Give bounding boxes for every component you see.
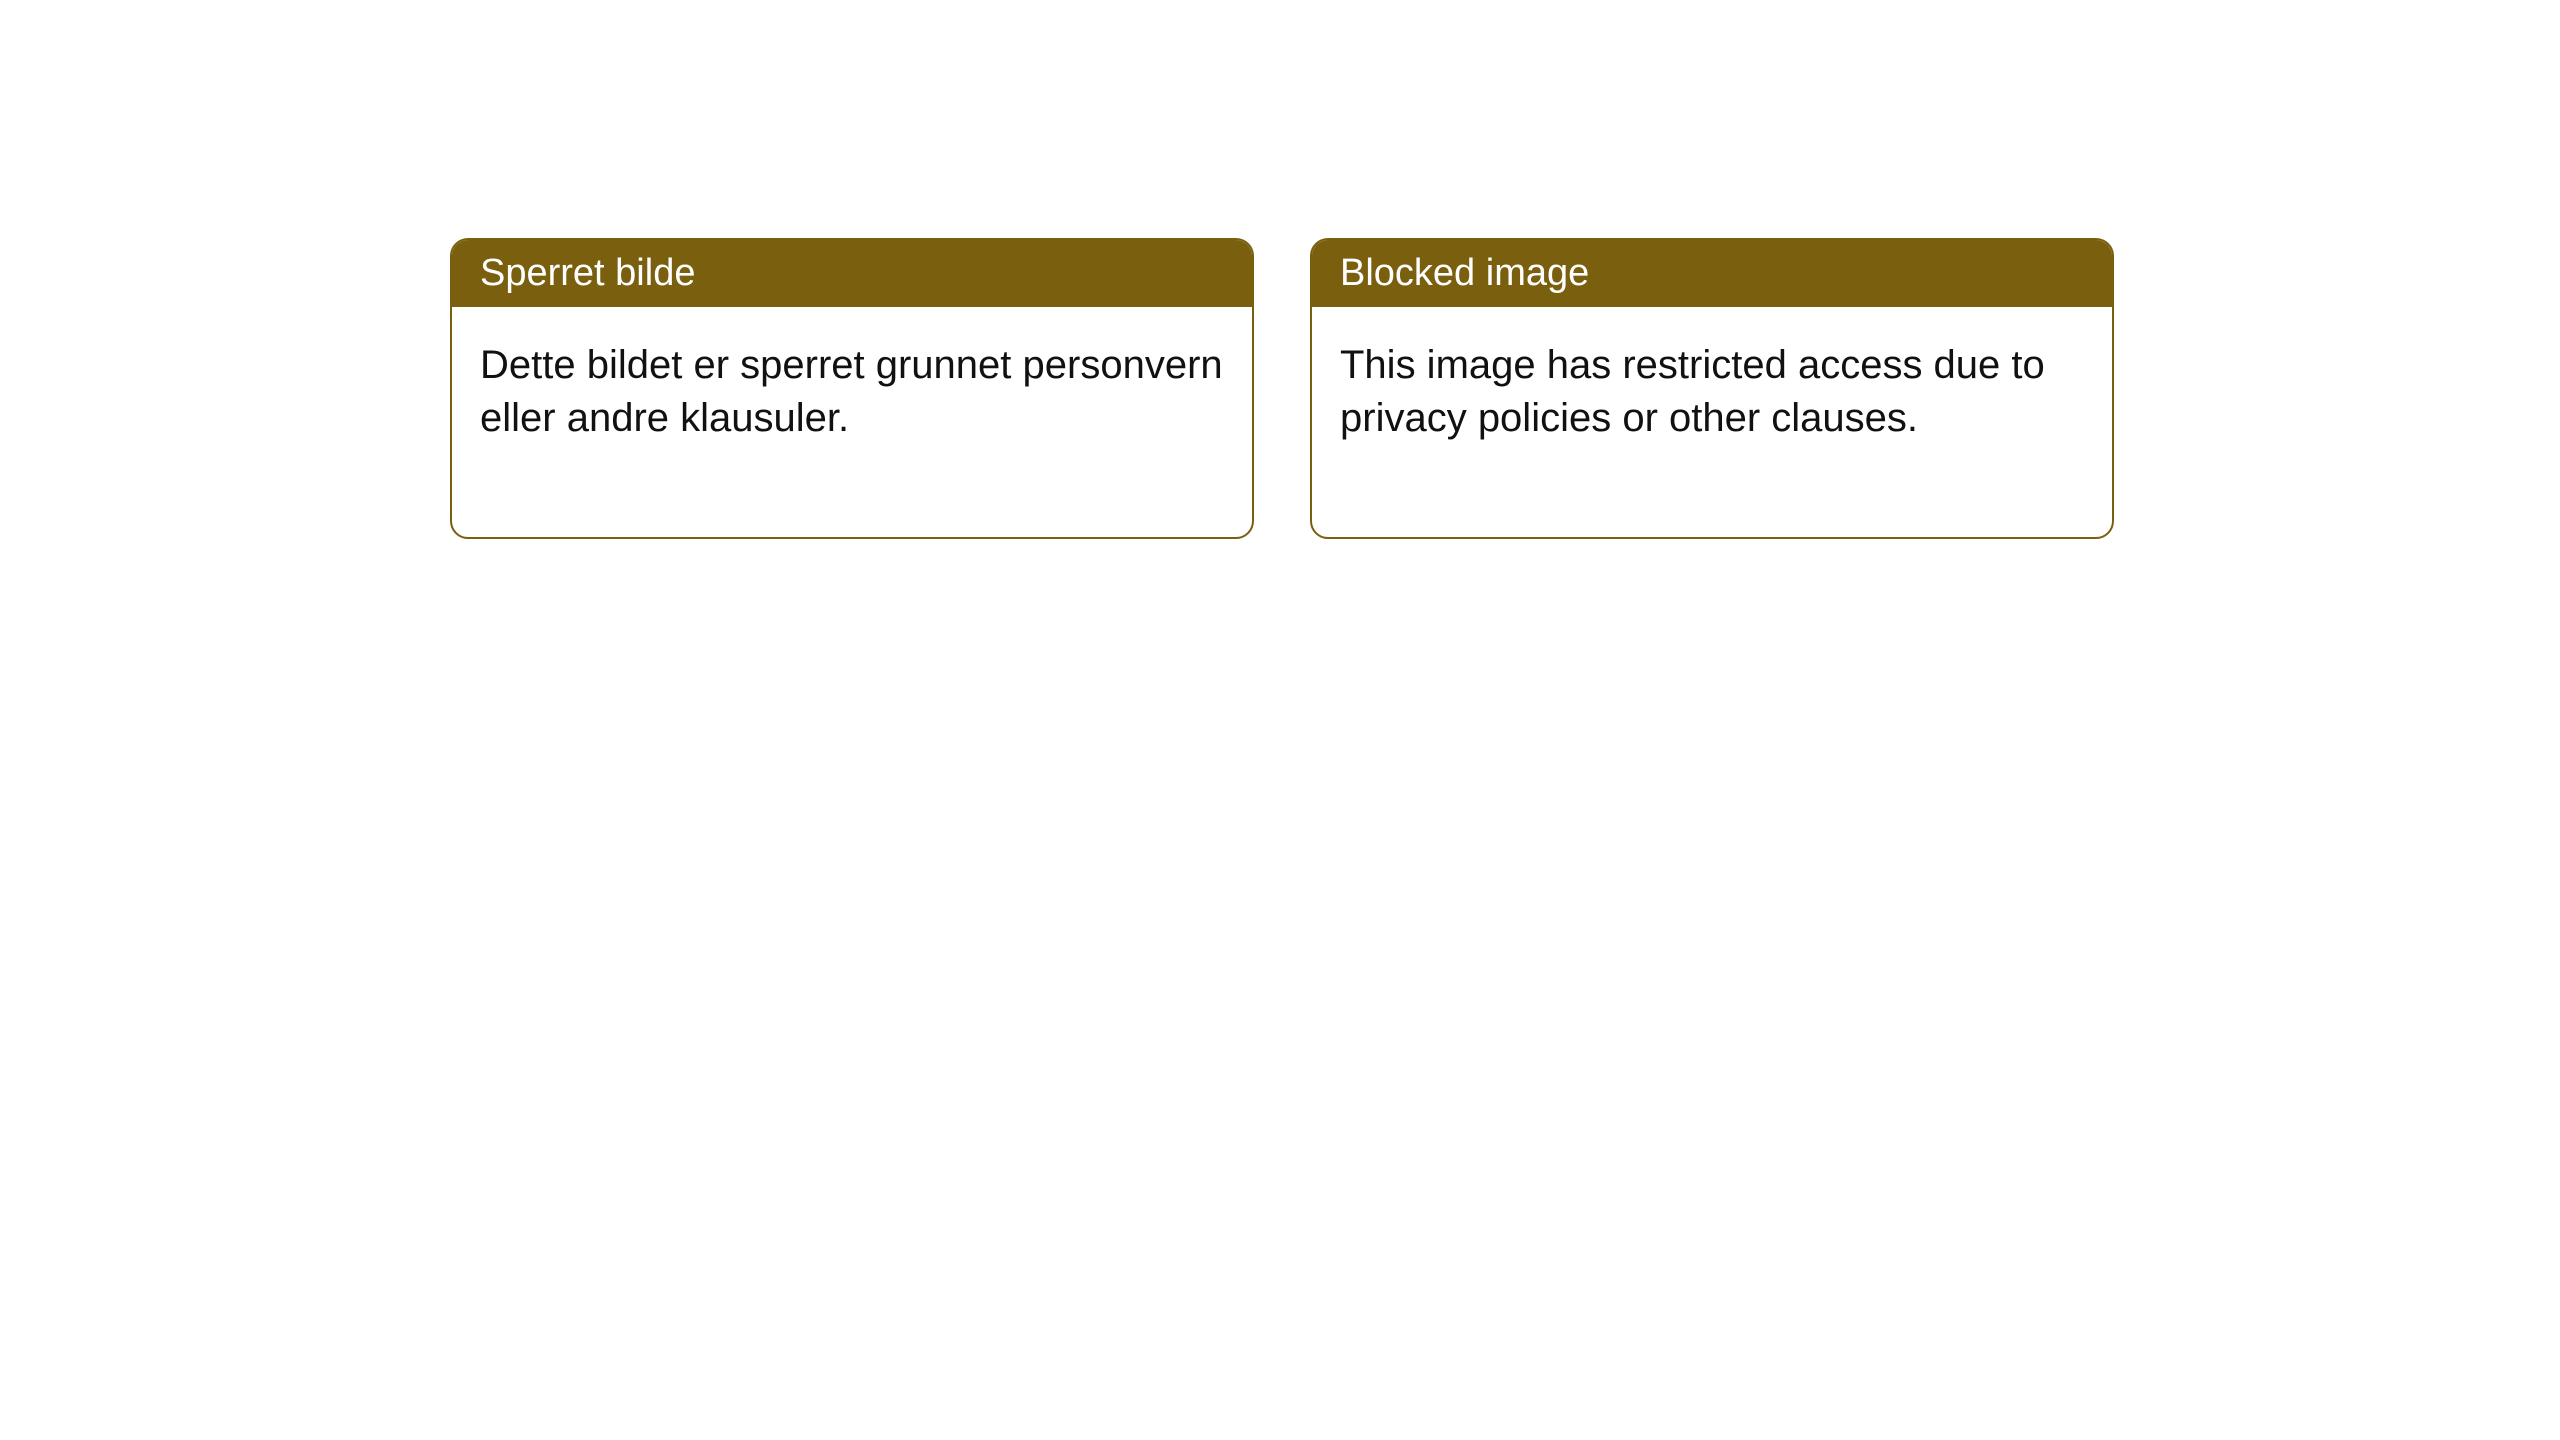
notice-card-body-no: Dette bildet er sperret grunnet personve…: [452, 307, 1252, 537]
notice-card-title-no: Sperret bilde: [452, 240, 1252, 307]
notice-card-title-en: Blocked image: [1312, 240, 2112, 307]
notice-card-en: Blocked image This image has restricted …: [1310, 238, 2114, 539]
notice-card-no: Sperret bilde Dette bildet er sperret gr…: [450, 238, 1254, 539]
notice-container: Sperret bilde Dette bildet er sperret gr…: [450, 238, 2114, 539]
notice-card-body-en: This image has restricted access due to …: [1312, 307, 2112, 537]
